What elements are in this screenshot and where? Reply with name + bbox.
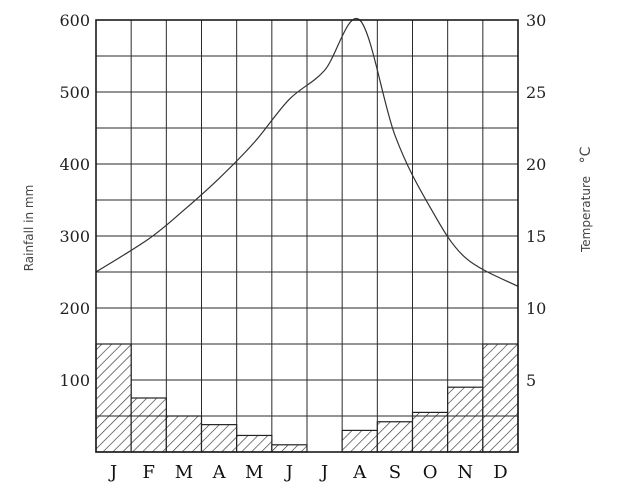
month-label: J [108, 462, 117, 483]
rainfall-bar [341, 429, 378, 453]
right-tick-label: 5 [526, 371, 536, 390]
right-tick-label: 30 [526, 11, 546, 30]
left-tick-label: 500 [59, 83, 90, 102]
rainfall-bar [376, 421, 414, 453]
month-label: S [389, 462, 401, 483]
right-tick-label: 20 [526, 155, 546, 174]
rainfall-bars [95, 343, 519, 453]
y-axis-label-right: Temperature [579, 176, 593, 253]
month-label: F [143, 462, 156, 483]
rainfall-bar [130, 397, 167, 453]
month-label: J [319, 462, 328, 483]
rainfall-bar [200, 424, 238, 453]
month-label: M [175, 462, 193, 483]
left-tick-label: 400 [59, 155, 90, 174]
rainfall-bar [271, 444, 308, 453]
right-tick-label: 10 [526, 299, 546, 318]
right-tick-label: 25 [526, 83, 546, 102]
month-label: J [284, 462, 293, 483]
month-label: A [352, 462, 367, 483]
left-axis-ticks: 100 200 300 400 500 600 [59, 11, 90, 390]
month-label: M [245, 462, 263, 483]
rainfall-bar [411, 411, 449, 453]
rainfall-bar [482, 343, 519, 453]
temperature-line [95, 17, 519, 287]
y-axis-label-left: Rainfall in mm [22, 185, 36, 272]
y-axis-unit-right: °C [578, 146, 594, 163]
right-axis-ticks: 5 10 15 20 25 30 [526, 11, 546, 390]
rainfall-bar [95, 343, 132, 453]
left-tick-label: 600 [59, 11, 90, 30]
left-tick-label: 300 [59, 227, 90, 246]
right-tick-label: 15 [526, 227, 546, 246]
left-tick-label: 200 [59, 299, 90, 318]
month-label: O [423, 462, 438, 483]
month-label: A [212, 462, 227, 483]
rainfall-bar [165, 415, 203, 453]
left-tick-label: 100 [59, 371, 90, 390]
month-label: D [493, 462, 507, 483]
plot-frame [95, 19, 519, 453]
rainfall-bar [236, 434, 273, 453]
month-label: N [457, 462, 473, 483]
rainfall-bar [447, 386, 484, 453]
